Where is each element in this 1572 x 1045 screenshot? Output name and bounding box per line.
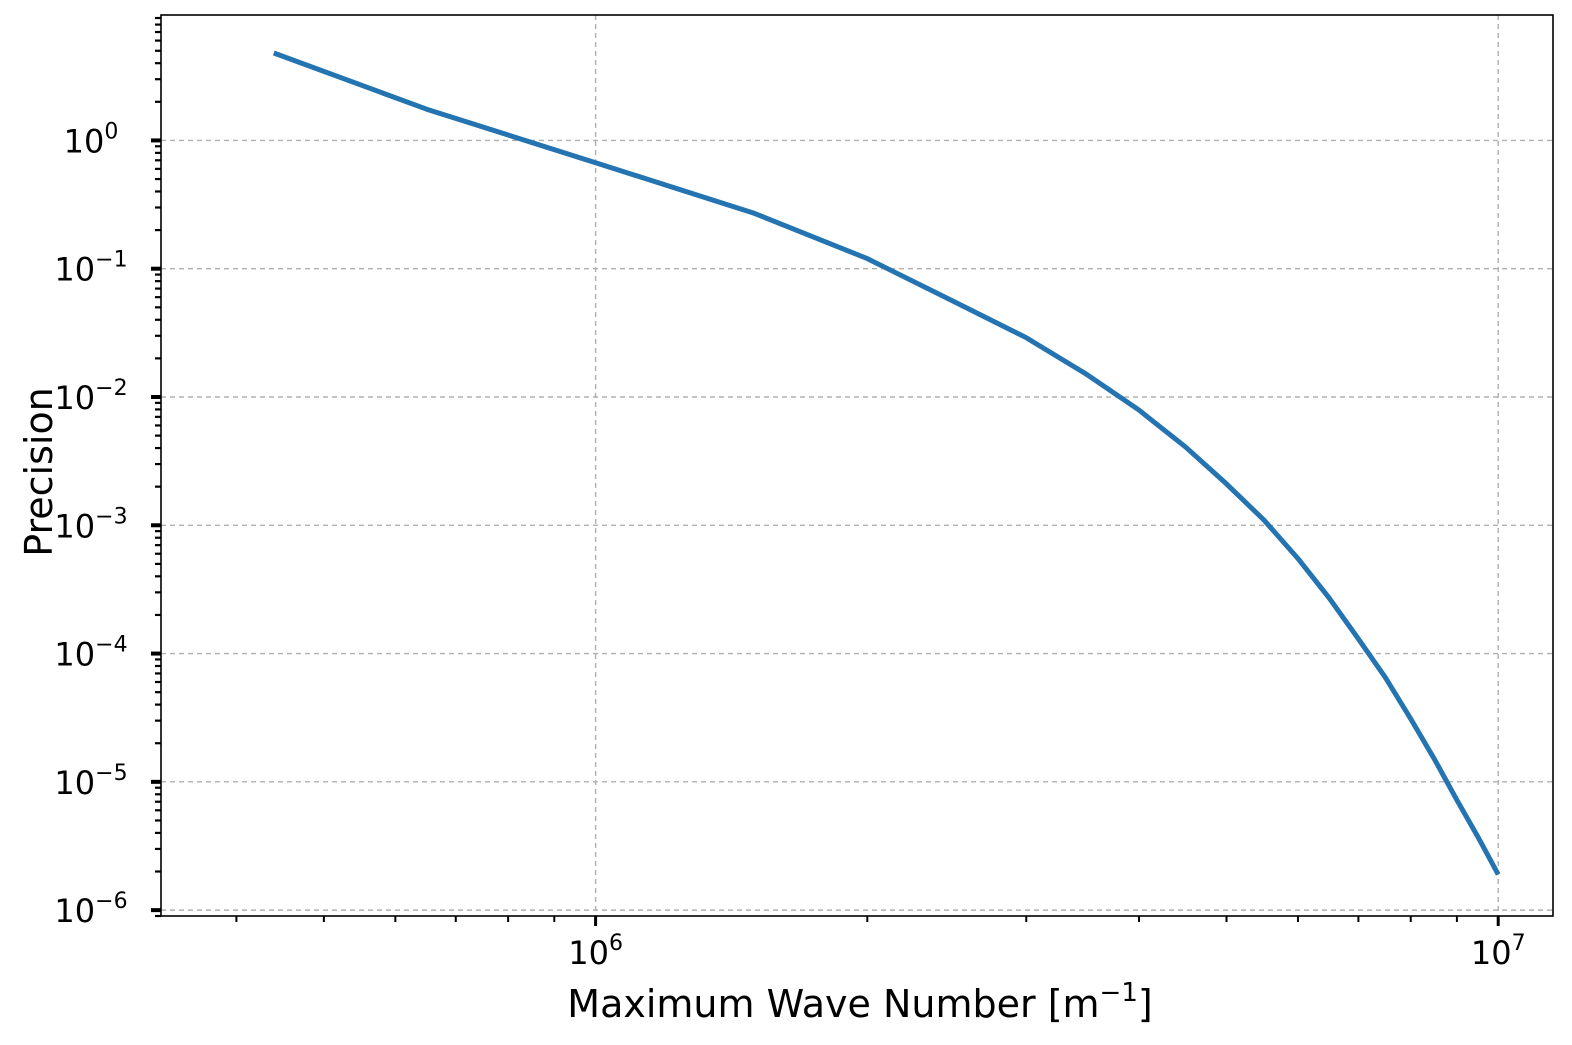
x-axis-label-exponent: −1 — [1100, 978, 1138, 1008]
grid — [161, 15, 1553, 916]
y-tick-label: 10−3 — [54, 504, 127, 545]
y-axis-label: Precision — [17, 387, 61, 557]
x-tick-label: 107 — [1471, 931, 1526, 972]
y-tick-label: 10−6 — [54, 889, 127, 930]
x-axis-label: Maximum Wave Number [m−1] — [567, 978, 1152, 1026]
y-tick-label: 100 — [64, 119, 119, 160]
x-tick-label: 106 — [568, 931, 623, 972]
tick-marks — [151, 16, 1500, 926]
x-axis-label-text: Maximum Wave Number [m — [567, 982, 1099, 1026]
series-line — [272, 50, 1501, 876]
y-tick-label: 10−5 — [54, 761, 127, 802]
x-axis-label-suffix: ] — [1138, 982, 1153, 1026]
y-tick-label: 10−1 — [54, 248, 127, 289]
tick-labels: 106 107 100 10−1 10−2 10−3 10−4 10−5 10−6 — [54, 119, 1525, 972]
y-tick-label: 10−2 — [54, 376, 127, 417]
y-tick-label: 10−4 — [54, 633, 127, 674]
plot-frame — [160, 14, 1554, 917]
series-layer — [272, 50, 1501, 876]
